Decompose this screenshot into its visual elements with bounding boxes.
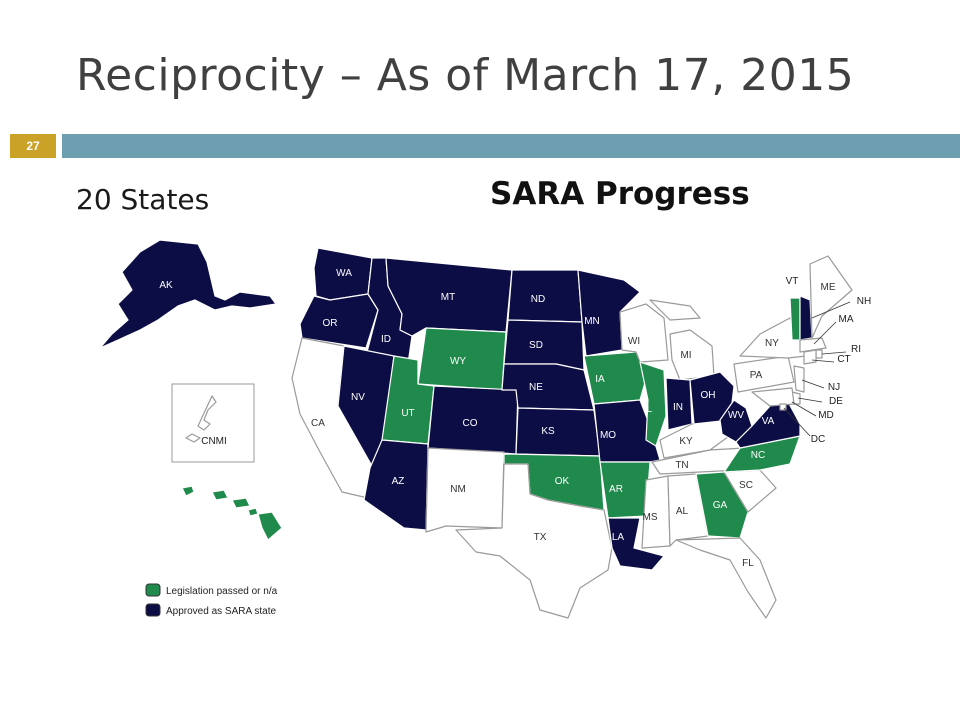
state-label-or: OR <box>323 318 338 329</box>
state-label-ri: RI <box>851 344 861 355</box>
state-label-mi: MI <box>680 350 691 361</box>
state-label-va: VA <box>762 416 775 427</box>
legend-label-approved: Approved as SARA state <box>166 606 277 617</box>
state-label-ny: NY <box>765 338 779 349</box>
state-label-co: CO <box>463 418 478 429</box>
state-me <box>809 255 853 339</box>
state-label-sc: SC <box>739 480 753 491</box>
state-ma <box>799 337 827 353</box>
state-tx <box>455 463 613 619</box>
state-label-mo: MO <box>600 430 616 441</box>
slide-title: Reciprocity – As of March 17, 2015 <box>76 50 855 101</box>
state-label-ut: UT <box>401 408 414 419</box>
state-label-id: ID <box>381 334 391 345</box>
state-label-ky: KY <box>679 436 693 447</box>
state-label-ma: MA <box>839 314 854 325</box>
state-fl <box>675 537 777 619</box>
state-ga <box>695 471 749 539</box>
state-label-mn: MN <box>584 316 600 327</box>
state-nj <box>793 365 805 393</box>
title-rule <box>62 134 960 158</box>
state-label-wv: WV <box>728 410 744 421</box>
state-label-oh: OH <box>701 390 716 401</box>
state-ia <box>583 351 649 405</box>
map-legend: Legislation passed or n/a Approved as SA… <box>145 583 278 617</box>
state-wi <box>619 303 669 363</box>
state-nh <box>799 295 813 341</box>
state-label-wy: WY <box>450 356 466 367</box>
state-label-md: MD <box>818 410 834 421</box>
state-label-vt: VT <box>786 276 799 287</box>
state-label-ia: IA <box>595 374 605 385</box>
state-label-ks: KS <box>541 426 555 437</box>
state-label-pa: PA <box>750 370 763 381</box>
state-label-ct: CT <box>837 354 850 365</box>
state-nm <box>425 447 505 533</box>
state-label-nm: NM <box>450 484 466 495</box>
slide-number: 27 <box>10 134 56 158</box>
legend-label-legislation: Legislation passed or n/a <box>166 586 278 597</box>
legend-swatch-approved <box>145 603 161 617</box>
state-ct <box>803 349 817 365</box>
state-label-al: AL <box>676 506 689 517</box>
state-label-de: DE <box>829 396 843 407</box>
state-vt <box>789 297 801 341</box>
state-label-wi: WI <box>628 336 640 347</box>
state-label-ok: OK <box>555 476 570 487</box>
state-label-sd: SD <box>529 340 543 351</box>
state-label-cnmi: CNMI <box>201 436 227 447</box>
state-or <box>299 293 379 349</box>
state-label-il: IL <box>644 404 653 415</box>
slide-subtitle: 20 States <box>76 183 210 216</box>
state-label-nj: NJ <box>828 382 840 393</box>
cnmi-inset-box <box>171 383 255 463</box>
state-ar <box>599 461 651 519</box>
state-ks <box>515 407 601 457</box>
legend-swatch-legislation <box>145 583 161 597</box>
state-label-wa: WA <box>336 268 352 279</box>
map-title: SARA Progress <box>490 176 750 212</box>
state-label-dc: DC <box>811 434 825 445</box>
label-leader-lines <box>783 301 851 437</box>
state-label-az: AZ <box>392 476 405 487</box>
state-il <box>639 361 667 447</box>
state-label-in: IN <box>673 402 683 413</box>
state-label-ak: AK <box>159 280 173 291</box>
state-la <box>607 517 665 571</box>
state-label-la: LA <box>612 532 625 543</box>
state-md <box>751 387 795 407</box>
state-label-me: ME <box>821 282 836 293</box>
state-label-tx: TX <box>534 532 547 543</box>
state-label-mt: MT <box>441 292 455 303</box>
state-label-nc: NC <box>751 450 765 461</box>
state-label-ga: GA <box>713 500 728 511</box>
state-label-nh: NH <box>857 296 871 307</box>
state-label-ms: MS <box>643 512 658 523</box>
state-ak <box>99 239 277 349</box>
state-label-ar: AR <box>609 484 623 495</box>
state-label-nd: ND <box>531 294 545 305</box>
state-label-tn: TN <box>675 460 688 471</box>
state-pa <box>733 355 795 393</box>
state-al <box>667 473 709 547</box>
state-label-nv: NV <box>351 392 365 403</box>
state-label-ne: NE <box>529 382 543 393</box>
state-ri <box>815 349 823 359</box>
state-sd <box>503 319 585 371</box>
state-label-ca: CA <box>311 418 325 429</box>
state-hi <box>181 485 283 541</box>
state-label-hi: HI <box>221 516 231 527</box>
state-label-fl: FL <box>742 558 754 569</box>
territory-cnmi <box>185 395 217 443</box>
